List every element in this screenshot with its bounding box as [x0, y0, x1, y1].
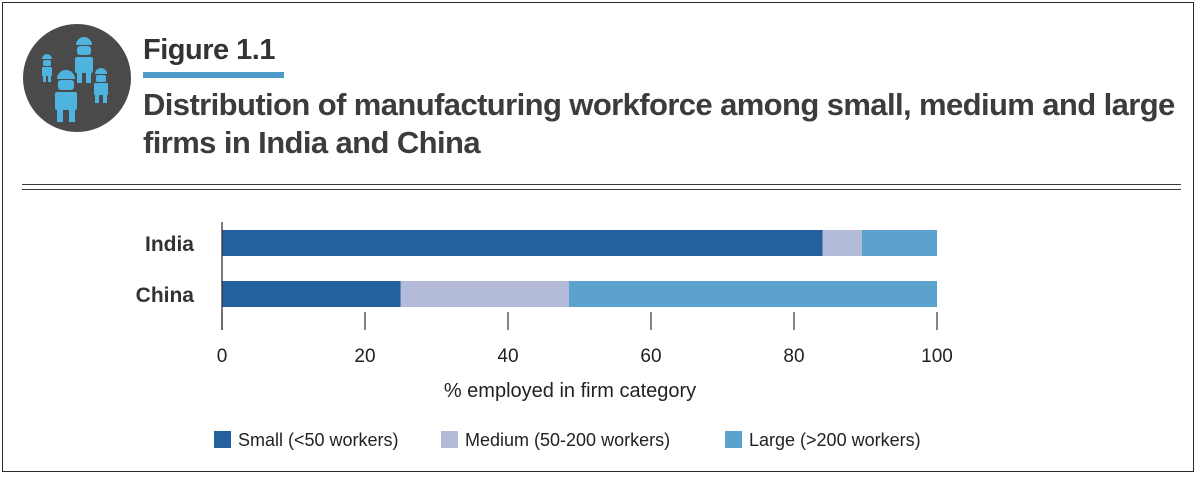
chart-title: Distribution of manufacturing workforce …	[143, 87, 1175, 160]
x-tick-label-0: 0	[217, 346, 228, 367]
figure-label-underline	[143, 72, 284, 78]
figure-label: Figure 1.1	[143, 34, 276, 66]
title-divider-top	[22, 184, 1181, 185]
x-tick-label-80: 80	[783, 346, 804, 367]
x-tick-label-100: 100	[921, 346, 953, 367]
category-label-india: India	[145, 233, 194, 256]
x-axis-label: % employed in firm category	[444, 380, 696, 402]
bar-china-large	[568, 281, 937, 307]
x-tick-label-40: 40	[497, 346, 518, 367]
title-divider-bottom	[22, 189, 1181, 190]
legend-label-medium: Medium (50-200 workers)	[465, 430, 670, 450]
bar-china-medium	[400, 281, 569, 307]
x-tick-label-20: 20	[354, 346, 375, 367]
bar-india-large	[861, 230, 937, 256]
legend-label-large: Large (>200 workers)	[749, 430, 921, 450]
category-label-china: China	[136, 284, 195, 307]
bar-india-small	[222, 230, 823, 256]
legend-swatch-small	[214, 431, 231, 448]
legend-swatch-medium	[441, 431, 458, 448]
workers-group-icon	[23, 24, 131, 132]
legend-label-small: Small (<50 workers)	[238, 430, 399, 450]
bar-china-small	[222, 281, 401, 307]
legend-swatch-large	[725, 431, 742, 448]
bar-india-medium	[822, 230, 862, 256]
x-tick-label-60: 60	[640, 346, 661, 367]
